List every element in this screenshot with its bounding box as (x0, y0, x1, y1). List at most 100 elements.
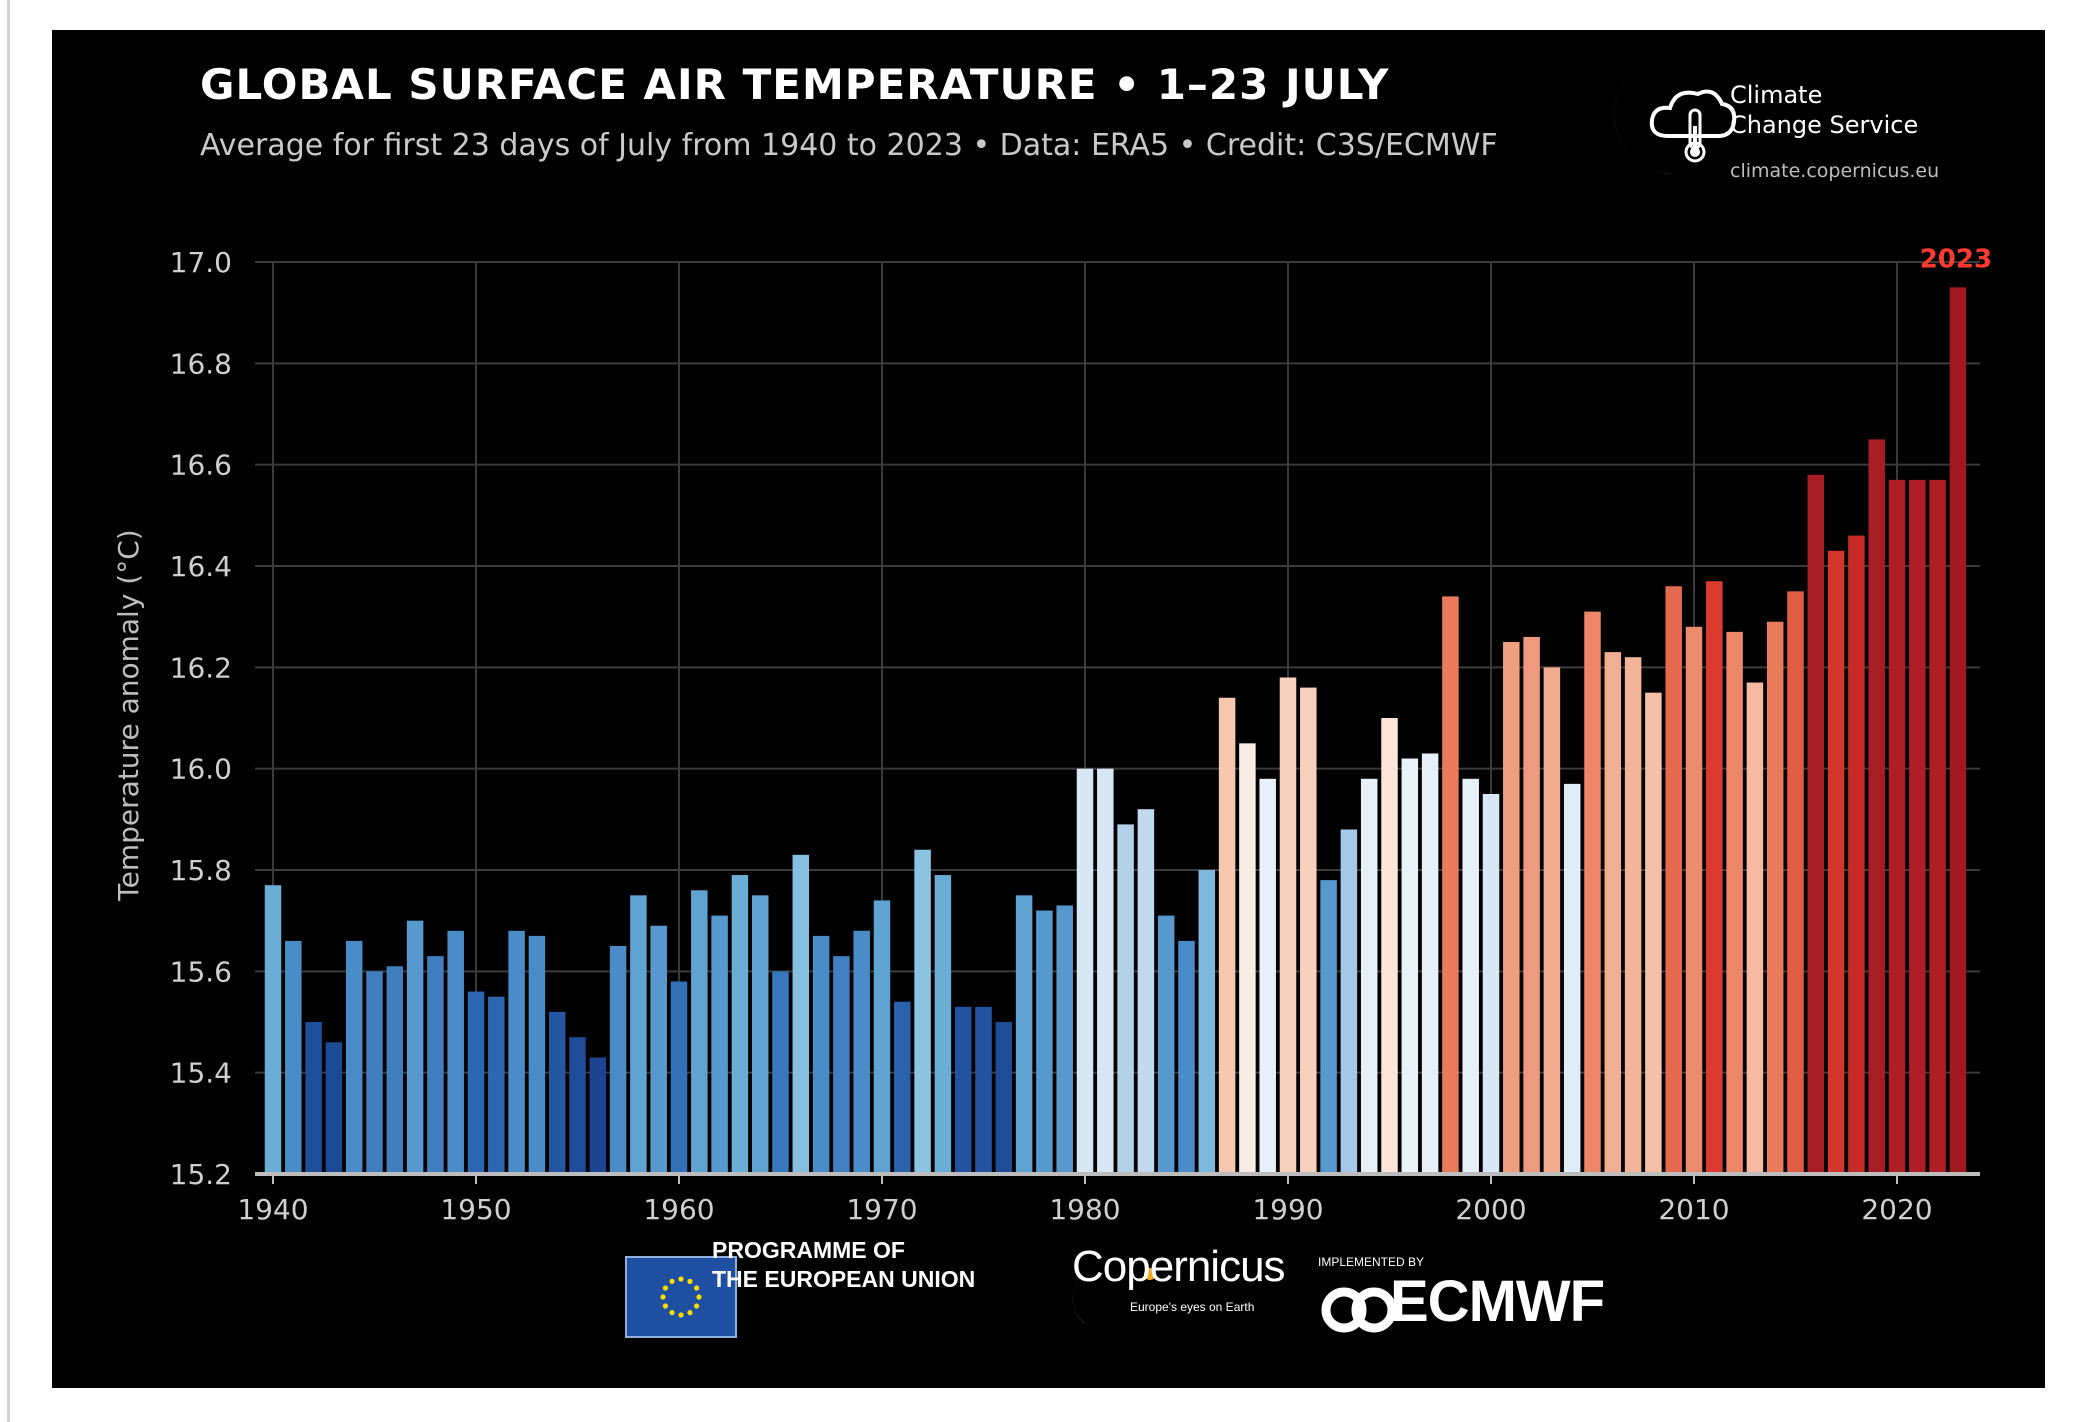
bar-1949 (447, 930, 464, 1174)
bar-2013 (1746, 682, 1764, 1174)
bar-1971 (894, 1001, 911, 1174)
bar-1977 (1015, 895, 1033, 1174)
bar-1942 (305, 1022, 322, 1174)
bar-1974 (954, 1006, 972, 1174)
bar-2010 (1685, 626, 1703, 1174)
bar-1952 (508, 930, 525, 1174)
bar-1975 (975, 1006, 992, 1174)
bar-1962 (711, 915, 728, 1174)
bar-1970 (873, 900, 891, 1174)
bar-1978 (1036, 910, 1053, 1174)
bar-1981 (1097, 768, 1114, 1174)
x-tick-label: 2000 (1455, 1193, 1526, 1226)
annotation-2023: 2023 (1920, 244, 1992, 274)
bar-1985 (1178, 940, 1195, 1174)
bar-1965 (772, 971, 789, 1174)
thermometer-icon (1684, 108, 1706, 163)
c3s-logo (1614, 56, 1737, 174)
y-tick-label: 15.4 (170, 1057, 232, 1090)
bar-1986 (1198, 870, 1216, 1174)
bar-1988 (1239, 743, 1256, 1174)
x-tick-label: 1970 (846, 1193, 917, 1226)
y-tick-label: 16.4 (170, 550, 232, 583)
bar-2006 (1604, 652, 1622, 1174)
bar-1987 (1218, 697, 1236, 1174)
bar-2001 (1503, 642, 1520, 1174)
bar-1961 (691, 890, 708, 1174)
bar-2022 (1929, 479, 1946, 1174)
y-tick-label: 16.0 (170, 753, 232, 786)
bar-1973 (934, 875, 952, 1174)
bar-1950 (467, 991, 485, 1174)
bar-1993 (1340, 829, 1358, 1174)
ecmwf-symbol-icon (1321, 1287, 1397, 1333)
bar-1998 (1442, 596, 1459, 1174)
bar-2000 (1482, 794, 1500, 1174)
bar-1968 (833, 956, 850, 1174)
y-axis-label: Temperature anomaly (°C) (112, 529, 145, 901)
y-tick-label: 17.0 (170, 246, 232, 279)
bar-1963 (731, 875, 749, 1174)
bar-1960 (670, 981, 688, 1174)
bar-1958 (630, 895, 647, 1174)
y-tick-label: 15.8 (170, 854, 232, 887)
bar-1954 (548, 1011, 566, 1174)
x-tick-label: 2020 (1861, 1193, 1932, 1226)
bar-2015 (1787, 591, 1804, 1174)
eu-programme-text: PROGRAMME OF THE EUROPEAN UNION (712, 1237, 976, 1292)
x-tick-label: 1940 (237, 1193, 308, 1226)
bar-1941 (285, 940, 302, 1174)
bar-1991 (1300, 687, 1317, 1174)
c3s-url: climate.copernicus.eu (1730, 160, 1940, 182)
bars-layer (264, 287, 1967, 1174)
bar-1955 (569, 1037, 586, 1174)
bar-1983 (1137, 809, 1155, 1174)
bar-1976 (995, 1022, 1013, 1174)
axis-layer: 15.2 15.4 15.6 15.8 16.0 16.2 16.4 16.6 16.8 17.0… (170, 246, 1980, 1226)
bar-1957 (609, 946, 627, 1174)
bar-1966 (792, 854, 810, 1174)
bar-1951 (488, 996, 505, 1174)
y-tick-label: 15.6 (170, 955, 232, 988)
bar-1984 (1157, 915, 1175, 1174)
bar-1959 (650, 925, 667, 1174)
bar-1994 (1360, 778, 1378, 1174)
bar-1995 (1381, 718, 1398, 1174)
bar-1989 (1259, 778, 1276, 1174)
bar-2004 (1563, 783, 1581, 1174)
y-tick-label: 16.6 (170, 449, 232, 482)
y-tick-label: 16.8 (170, 347, 232, 380)
chart-subtitle: Average for first 23 days of July from 1… (200, 128, 1498, 163)
bar-1964 (751, 895, 769, 1174)
bar-2005 (1584, 611, 1601, 1174)
bar-1948 (427, 956, 444, 1174)
x-tick-label: 2010 (1658, 1193, 1729, 1226)
bar-1940 (264, 885, 282, 1174)
x-tick-label: 1980 (1049, 1193, 1120, 1226)
bar-2014 (1766, 621, 1784, 1174)
copernicus-wordmark: Copernicus (1072, 1242, 1286, 1291)
bar-1992 (1320, 880, 1337, 1174)
bar-1999 (1462, 778, 1479, 1174)
bar-1969 (853, 930, 870, 1174)
bar-1945 (366, 971, 383, 1174)
ecmwf-tagline: IMPLEMENTED BY (1318, 1255, 1425, 1269)
bar-2003 (1543, 667, 1561, 1174)
bar-2019 (1868, 439, 1885, 1174)
y-tick-label: 15.2 (170, 1158, 232, 1191)
bar-2002 (1523, 636, 1540, 1174)
bar-2023 (1949, 287, 1967, 1174)
bar-1943 (325, 1042, 343, 1174)
bar-2020 (1888, 479, 1906, 1174)
bar-1997 (1421, 753, 1439, 1174)
bar-2011 (1706, 581, 1723, 1174)
bar-2007 (1624, 657, 1642, 1174)
bar-1944 (345, 940, 363, 1174)
ecmwf-wordmark: ECMWF (1390, 1269, 1605, 1334)
y-tick-label: 16.2 (170, 651, 232, 684)
bar-1953 (528, 935, 546, 1174)
bar-1972 (914, 849, 931, 1174)
x-tick-label: 1960 (643, 1193, 714, 1226)
